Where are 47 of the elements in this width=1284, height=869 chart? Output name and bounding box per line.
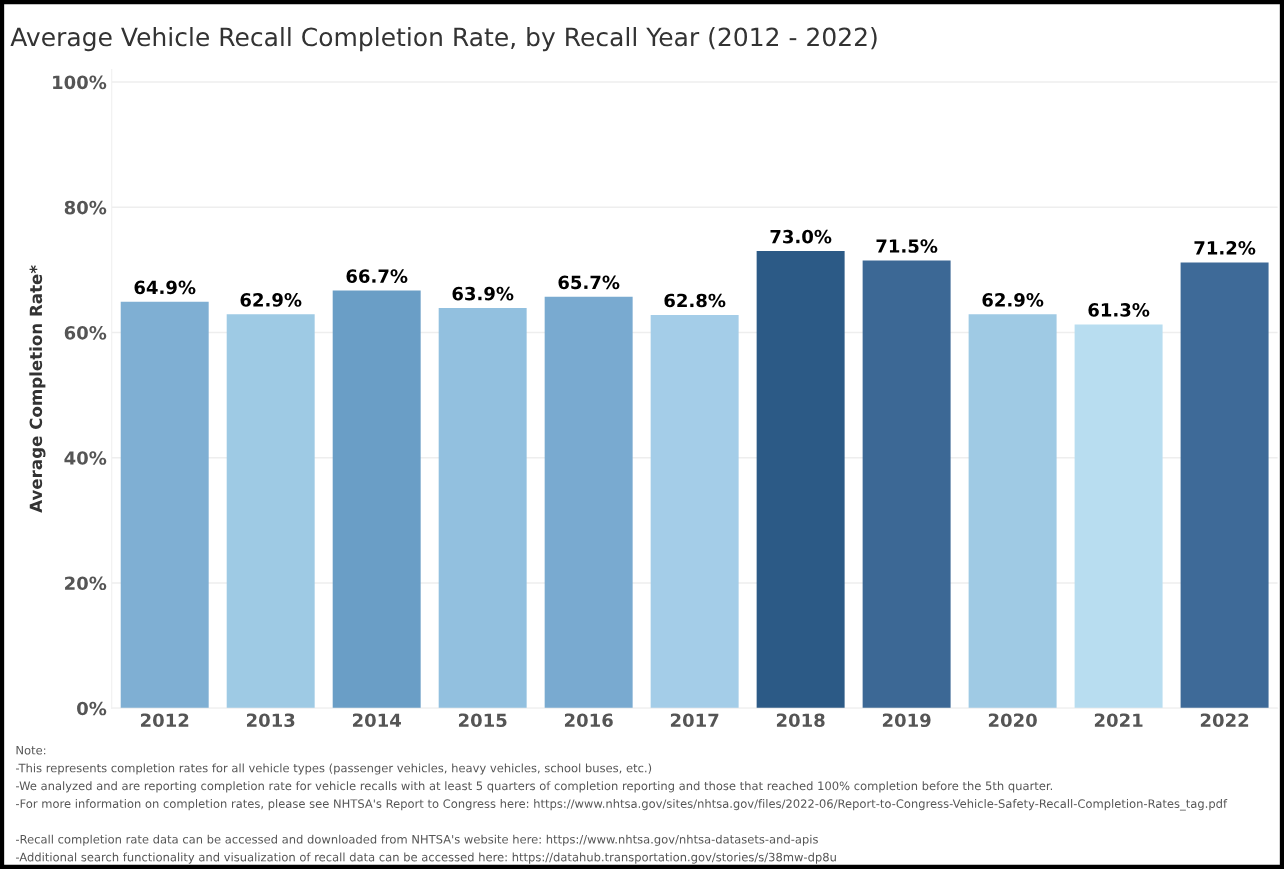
data-label: 64.9%: [134, 280, 196, 295]
x-tick-label: 2021: [1094, 713, 1143, 728]
text: Note:: [16, 745, 46, 755]
y-tick-label: 100%: [53, 75, 107, 90]
text: -For more information on completion rates, please see NHTSA's Report to Congress here: https://www.nhtsa.gov/sites/nhtsa.gov/files/2022-06/Report-to-Congress-Vehicle-Safety-Recall-Completion-Rates_tag.pdf: [15, 799, 1228, 811]
x-tick-label: 2015: [458, 713, 507, 728]
x-tick-label: 2020: [988, 713, 1037, 728]
data-label: 71.2%: [1194, 241, 1256, 255]
bar: [226, 314, 315, 709]
x-tick-label: 2014: [352, 713, 401, 728]
bar: [862, 260, 951, 709]
data-label: 65.7%: [558, 275, 620, 290]
x-tick-label: 2022: [1200, 713, 1249, 728]
text: -Recall completion rate data can be accessed and downloaded from NHTSA's website here: https://www.nhtsa.gov/nhtsa-datasets-and-apis: [15, 834, 818, 846]
bar: [332, 290, 421, 709]
text: -This represents completion rates for all vehicle types (passenger vehicles, heavy vehicles, school buses, etc.): [15, 763, 652, 775]
chart-title: Average Vehicle Recall Completion Rate, by Recall Year (2012 - 2022): [10, 27, 877, 52]
bar: [544, 296, 633, 709]
bar: [1180, 262, 1269, 709]
x-tick-label: 2018: [776, 713, 825, 728]
bar: [120, 301, 209, 709]
data-label: 66.7%: [346, 269, 408, 283]
data-label: 73.0%: [770, 229, 832, 244]
text: -We analyzed and are reporting completion rate for vehicle recalls with at least 5 quarters of completion reporting and those that reached 100% completion before the 5th quarter.: [15, 781, 1053, 793]
data-label: 61.3%: [1088, 303, 1150, 317]
data-label: 62.8%: [664, 293, 726, 308]
x-tick-label: 2012: [141, 713, 189, 728]
y-tick-label: 0%: [77, 701, 107, 716]
y-axis-title: Average Completion Rate*: [29, 265, 46, 513]
y-tick-label: 80%: [64, 200, 107, 215]
x-tick-label: 2019: [882, 713, 931, 728]
data-label: 62.9%: [240, 293, 302, 307]
bar: [1074, 324, 1163, 709]
y-tick-label: 40%: [64, 451, 107, 465]
bar: [438, 308, 527, 709]
data-label: 62.9%: [982, 293, 1044, 307]
bar: [968, 314, 1057, 709]
y-tick-label: 60%: [64, 325, 107, 340]
x-tick-label: 2016: [564, 713, 613, 728]
data-label: 71.5%: [876, 239, 938, 253]
y-tick-label: 20%: [65, 576, 107, 591]
x-tick-label: 2013: [246, 713, 295, 728]
x-tick-label: 2017: [670, 713, 719, 728]
bar: [650, 314, 739, 709]
data-label: 63.9%: [452, 286, 514, 301]
text: -Additional search functionality and visualization of recall data can be accessed here: https://datahub.transportation.gov/stories/s/38mw-dp8u: [15, 852, 836, 864]
bar: [756, 251, 845, 709]
